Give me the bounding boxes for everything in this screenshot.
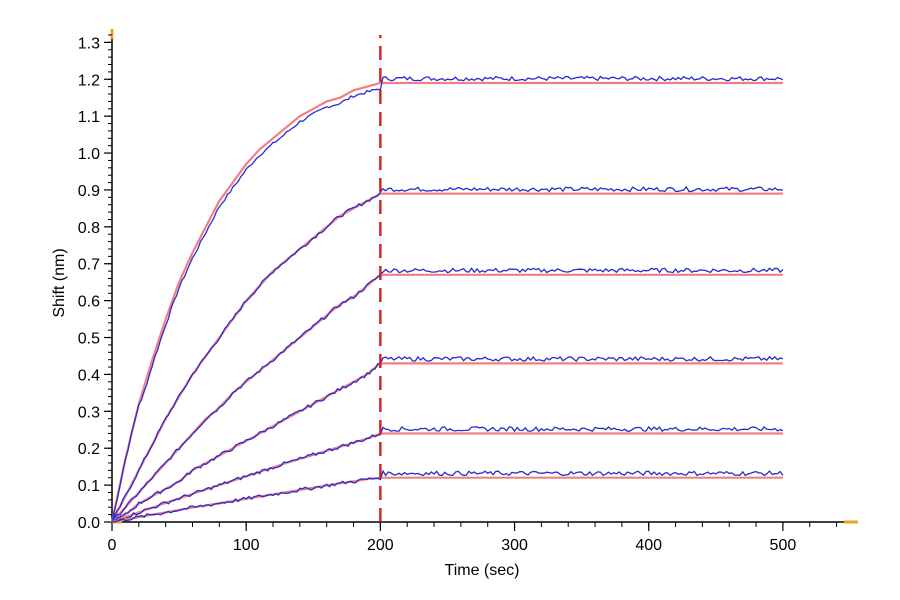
fit-curve-6	[111, 476, 783, 524]
x-tick-label: 200	[367, 537, 394, 554]
fit-curve-3	[111, 273, 783, 523]
y-tick-label: 0.9	[78, 183, 100, 200]
series-layer	[110, 75, 784, 524]
x-tick-label: 400	[635, 537, 662, 554]
y-tick-label: 0.0	[78, 515, 100, 532]
measured-trace-3	[111, 267, 784, 523]
y-tick-label: 0.7	[78, 257, 100, 274]
y-tick-label: 0.4	[78, 367, 100, 384]
y-axis-label: Shift (nm)	[51, 248, 68, 317]
y-tick-label: 1.1	[78, 109, 100, 126]
y-tick-label: 1.2	[78, 72, 100, 89]
x-tick-label: 100	[233, 537, 260, 554]
axis-labels: Time (sec) Shift (nm)	[51, 248, 519, 579]
x-axis-label: Time (sec)	[445, 562, 520, 579]
y-tick-label: 0.3	[78, 404, 100, 421]
x-tick-label: 300	[501, 537, 528, 554]
measured-trace-2	[111, 185, 784, 522]
y-tick-label: 1.0	[78, 146, 100, 163]
y-tick-label: 1.3	[78, 35, 100, 52]
y-tick-label: 0.2	[78, 441, 100, 458]
measured-trace-6	[111, 469, 784, 523]
x-tick-label: 0	[108, 537, 117, 554]
measured-trace-1	[111, 75, 784, 523]
y-tick-label: 0.5	[78, 331, 100, 348]
measured-trace-4	[111, 355, 784, 523]
fit-curve-4	[111, 362, 783, 523]
fit-curve-1	[110, 81, 783, 523]
x-tick-label: 500	[770, 537, 797, 554]
y-tick-label: 0.1	[78, 478, 100, 495]
measured-trace-5	[111, 425, 784, 522]
y-tick-label: 0.6	[78, 294, 100, 311]
axes: 0 100 200 300 400 500 0.0 0.1 0.2 0.3 0.4 0.5 0.6 0.7…	[78, 29, 858, 554]
y-tick-label: 0.8	[78, 220, 100, 237]
